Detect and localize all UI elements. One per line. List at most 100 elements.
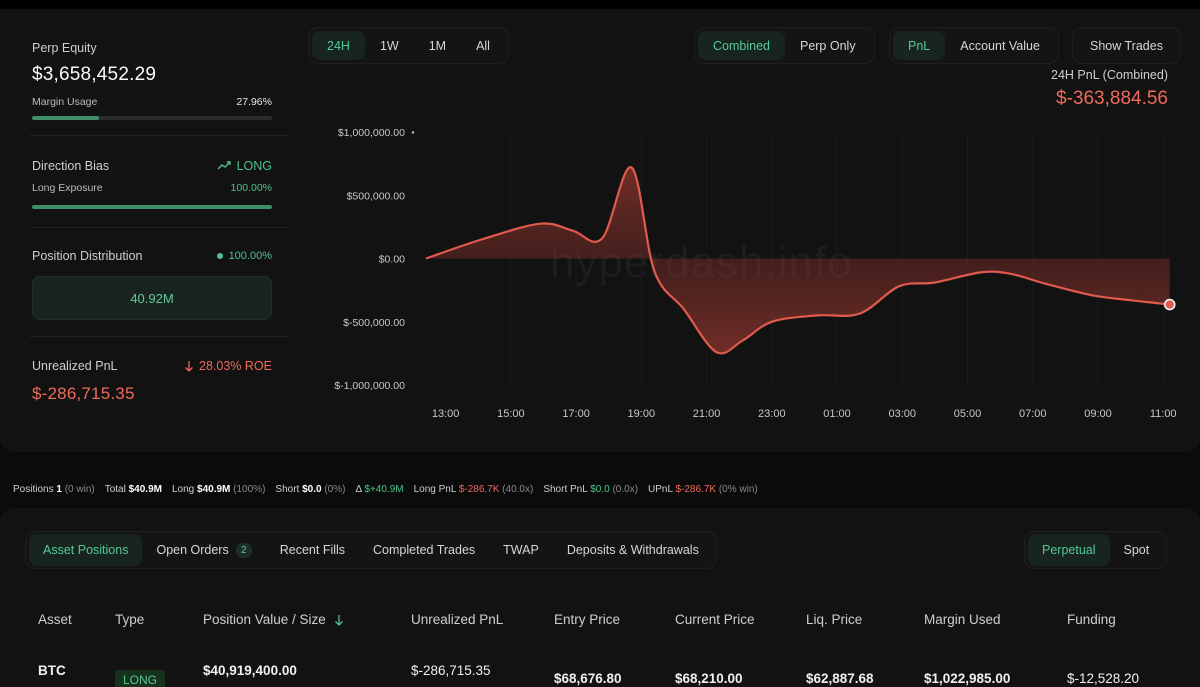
position-distribution-section: Position Distribution 100.00% 40.92M [32,249,272,320]
y-tick-label: $-1,000,000.00 [334,380,405,392]
y-tick-label: $0.00 [379,254,405,266]
position-distribution-amount: 40.92M [130,290,174,306]
col-position-value[interactable]: Position Value / Size [203,612,344,627]
x-tick-label: 19:00 [628,408,656,420]
tab-completed-trades[interactable]: Completed Trades [373,543,476,557]
cell-asset: BTC [38,663,66,678]
col-margin-used[interactable]: Margin Used [924,612,1001,627]
x-tick-label: 23:00 [758,408,786,420]
metric-selector: PnL Account Value [889,27,1059,64]
mode-selector: Combined Perp Only [694,27,875,64]
mode-tab-perp-only[interactable]: Perp Only [799,38,856,53]
margin-usage-value: 27.96% [236,96,272,108]
tab-open-orders[interactable]: Open Orders 2 [142,534,265,566]
window-top-edge [0,0,1200,9]
stat-short-pnl: Short PnL $0.0 (0.0x) [543,484,639,495]
position-distribution-label: Position Distribution [32,249,143,263]
overview-panel [0,9,1200,452]
unrealized-pnl-section: Unrealized PnL 28.03% ROE $-286,715.35 [32,359,272,404]
stat-total: Total $40.9M [104,484,162,495]
x-tick-label: 01:00 [823,408,851,420]
divider [30,336,288,337]
cell-entry-price: $68,676.80 [554,671,622,686]
stats-strip: Positions 1 (0 win) Total $40.9M Long $4… [13,484,758,498]
show-trades-button[interactable]: Show Trades [1090,38,1163,53]
col-current-price[interactable]: Current Price [675,612,755,627]
stat-long-pnl: Long PnL $-286.7K (40.0x) [413,484,534,495]
range-tab-1m[interactable]: 1M [428,38,447,53]
show-trades-control: Show Trades [1072,27,1181,64]
perp-equity-section: Perp Equity $3,658,452.29 Margin Usage 2… [32,41,272,120]
col-unrealized-pnl[interactable]: Unrealized PnL [411,612,504,627]
col-type[interactable]: Type [115,612,145,627]
y-tick-label: $1,000,000.00 [338,127,405,139]
margin-usage-label: Margin Usage [32,96,98,108]
cell-unrealized-pnl: $-286,715.35 [411,663,491,678]
cell-funding: $-12,528.20 [1067,671,1140,686]
market-type-tabs: Perpetual Spot [1024,531,1168,569]
metric-tab-account-value[interactable]: Account Value [960,38,1040,53]
col-position-value-label: Position Value / Size [203,612,326,627]
x-tick-label: 05:00 [954,408,982,420]
pnl-chart[interactable]: $1,000,000.00 $500,000.00 $0.00 $-500,000.0… [300,110,1180,430]
stat-short: Short $0.0 (0%) [275,484,346,495]
cell-liq-price: $62,887.68 [806,671,874,686]
position-distribution-bar[interactable]: 40.92M [32,276,272,320]
y-tick-label: $500,000.00 [347,190,406,202]
pnl-summary-label: 24H PnL (Combined) [1051,68,1168,82]
tab-recent-fills[interactable]: Recent Fills [279,543,346,557]
market-tab-spot[interactable]: Spot [1123,543,1150,557]
direction-bias-value: LONG [236,159,272,173]
col-funding[interactable]: Funding [1067,612,1116,627]
margin-usage-bar [32,116,272,120]
mode-tab-combined[interactable]: Combined [698,31,785,60]
tab-asset-positions[interactable]: Asset Positions [29,534,143,566]
range-tab-24h[interactable]: 24H [312,31,365,60]
range-tab-1w[interactable]: 1W [379,38,399,53]
x-tick-label: 17:00 [562,408,590,420]
direction-bias-section: Direction Bias LONG Long Exposure 100.00… [32,159,272,209]
tab-open-orders-label: Open Orders [156,543,229,557]
cell-current-price: $68,210.00 [675,671,743,686]
long-exposure-label: Long Exposure [32,182,103,194]
perp-equity-value: $3,658,452.29 [32,64,157,85]
stat-positions: Positions 1 (0 win) [13,484,95,495]
cell-margin-used: $1,022,985.00 [924,671,1011,686]
unrealized-pnl-label: Unrealized PnL [32,359,118,373]
divider [30,227,288,228]
x-tick-label: 13:00 [432,408,460,420]
col-asset[interactable]: Asset [38,612,72,627]
stat-upnl: UPnL $-286.7K (0% win) [648,484,758,495]
metric-tab-pnl[interactable]: PnL [893,31,946,60]
stat-long: Long $40.9M (100%) [171,484,266,495]
cell-type-badge: LONG [115,670,165,687]
long-exposure-bar [32,205,272,209]
unrealized-roe: 28.03% ROE [199,359,272,373]
x-tick-label: 07:00 [1019,408,1047,420]
market-tab-perpetual[interactable]: Perpetual [1028,534,1110,566]
x-tick-label: 15:00 [497,408,525,420]
x-tick-label: 11:00 [1150,408,1177,420]
col-liq-price[interactable]: Liq. Price [806,612,863,627]
tab-deposits-withdrawals[interactable]: Deposits & Withdrawals [566,543,699,557]
dot-icon [216,253,223,259]
arrow-down-icon [185,361,193,372]
x-tick-label: 21:00 [693,408,721,420]
pnl-summary-value: $-363,884.56 [1056,88,1168,109]
cell-position-value: $40,919,400.00 [203,663,297,678]
area-positive [426,167,1170,259]
y-tick-dot [411,131,415,134]
tab-twap[interactable]: TWAP [503,543,539,557]
positions-tabs: Asset Positions Open Orders 2 Recent Fill… [25,531,717,569]
col-entry-price[interactable]: Entry Price [554,612,621,627]
direction-bias-label: Direction Bias [32,159,110,173]
x-tick-label: 09:00 [1084,408,1112,420]
x-tick-label: 03:00 [889,408,917,420]
time-range-selector: 24H 1W 1M All [308,27,509,64]
position-distribution-pct: 100.00% [228,250,272,262]
range-tab-all[interactable]: All [476,38,490,53]
long-exposure-fill [32,205,272,209]
pnl-series-line [425,166,1170,355]
margin-usage-fill [32,116,100,120]
last-point-marker [1163,298,1176,311]
